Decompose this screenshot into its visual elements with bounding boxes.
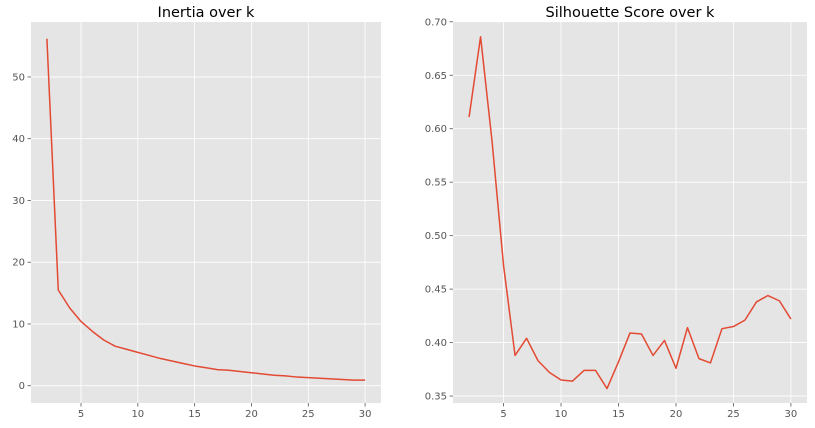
silhouette-ticks: 5 10 15 20 25 30 0.35 0.40 0.45 0.50 0.55 0.60 0.65 0…	[425, 17, 798, 420]
silhouette-series	[468, 36, 792, 390]
silhouette-x-tick-label: 25	[727, 409, 740, 420]
silhouette-y-tick-label: 0.65	[425, 71, 447, 82]
inertia-plot-area	[31, 22, 381, 403]
silhouette-y-tick-label: 0.50	[425, 231, 447, 242]
silhouette-title: Silhouette Score over k	[546, 5, 715, 21]
silhouette-plot-area	[453, 22, 807, 403]
silhouette-y-tick-label: 0.60	[425, 124, 447, 135]
inertia-title: Inertia over k	[158, 5, 256, 21]
silhouette-x-tick-label: 10	[555, 409, 568, 420]
inertia-series	[46, 38, 366, 381]
inertia-y-tick-label: 30	[12, 196, 25, 207]
inertia-x-tick-label: 25	[302, 409, 315, 420]
inertia-y-tick-label: 40	[12, 134, 25, 145]
silhouette-y-tick-label: 0.45	[425, 285, 447, 296]
inertia-y-tick-label: 50	[12, 72, 25, 83]
silhouette-x-tick-label: 20	[670, 409, 683, 420]
silhouette-y-tick-label: 0.70	[425, 17, 447, 28]
silhouette-grid	[453, 21, 807, 403]
inertia-grid	[31, 22, 381, 403]
inertia-ticks: 5 10 15 20 25 30 0 10 20 30 40 50	[12, 72, 371, 420]
silhouette-y-tick-label: 0.40	[425, 338, 447, 349]
silhouette-x-tick-label: 5	[500, 409, 506, 420]
inertia-x-tick-label: 15	[188, 409, 201, 420]
inertia-x-tick-label: 30	[359, 409, 372, 420]
inertia-y-tick-label: 0	[19, 381, 25, 392]
inertia-x-tick-label: 5	[78, 409, 84, 420]
inertia-line	[46, 38, 366, 381]
inertia-panel: 5 10 15 20 25 30 0 10 20 30 40 50 Inertia over k	[12, 5, 381, 420]
inertia-x-tick-label: 10	[131, 409, 144, 420]
inertia-y-tick-label: 10	[12, 319, 25, 330]
silhouette-y-tick-label: 0.35	[425, 392, 447, 403]
inertia-x-tick-label: 20	[245, 409, 258, 420]
silhouette-y-tick-label: 0.55	[425, 178, 447, 189]
silhouette-panel: 5 10 15 20 25 30 0.35 0.40 0.45 0.50 0.55 0.60 0.65 0…	[425, 5, 807, 420]
inertia-y-tick-label: 20	[12, 258, 25, 269]
silhouette-x-tick-label: 30	[785, 409, 798, 420]
silhouette-x-tick-label: 15	[612, 409, 625, 420]
silhouette-line	[468, 36, 792, 390]
